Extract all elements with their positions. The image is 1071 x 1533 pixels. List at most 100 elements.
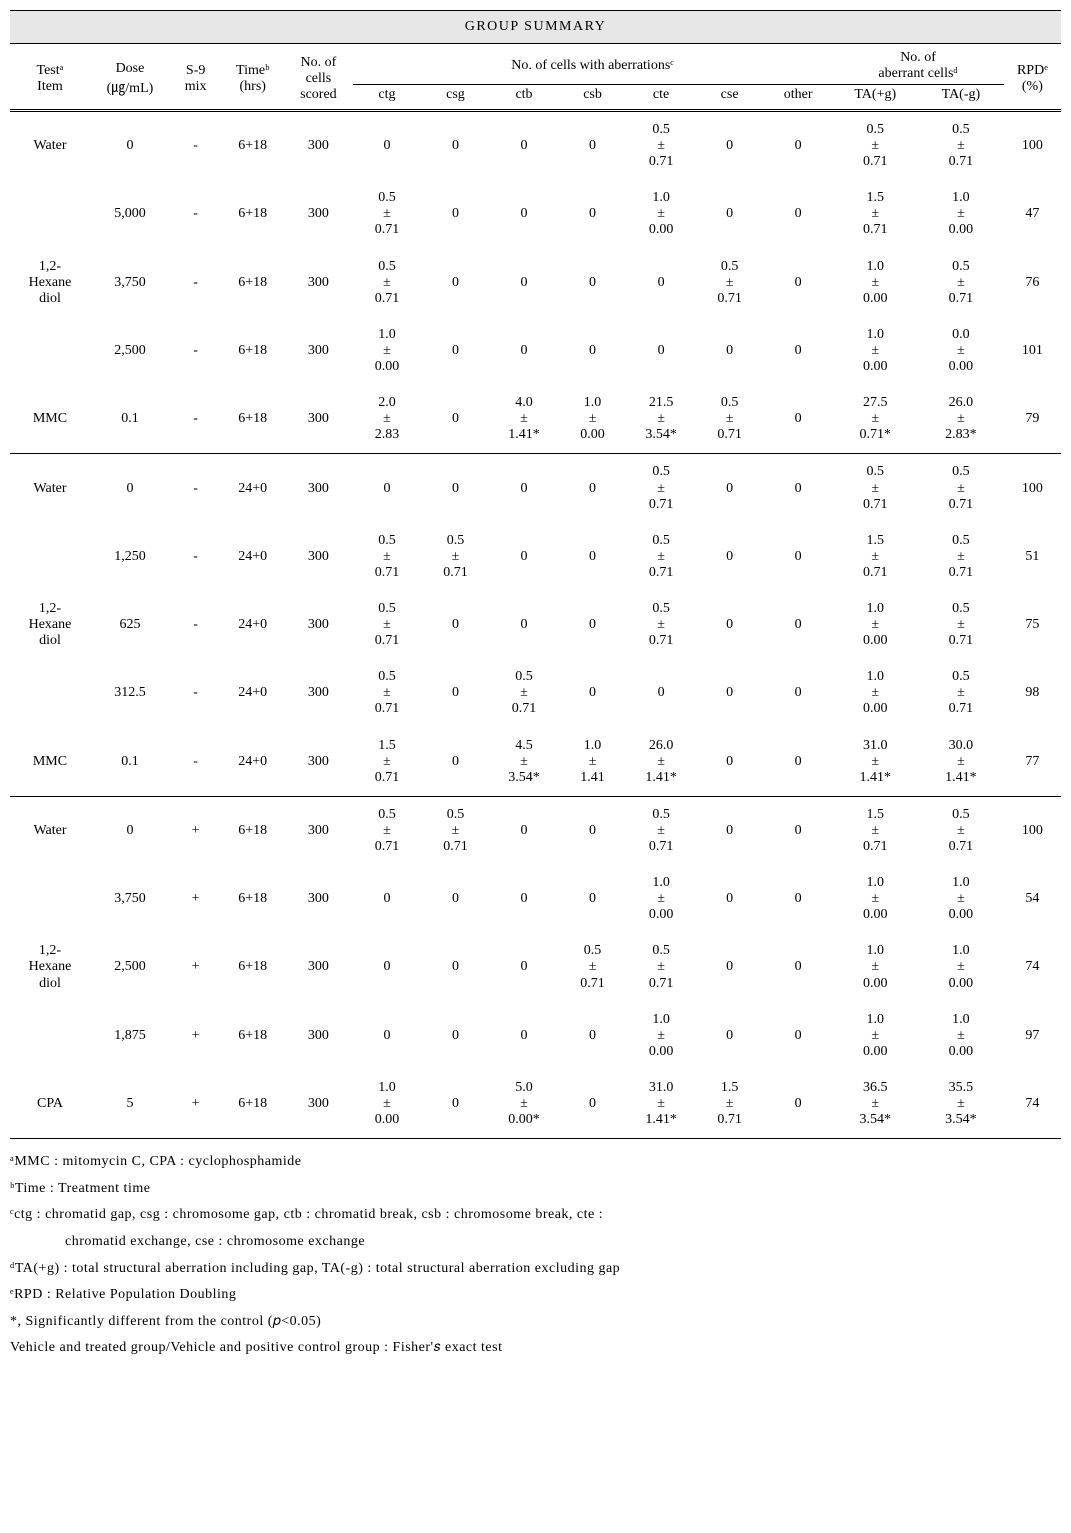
cell-s9: - — [170, 728, 221, 797]
cell-cte: 1.0 ± 0.00 — [627, 1002, 696, 1070]
cell-scored: 300 — [284, 317, 353, 385]
cell-scored: 300 — [284, 454, 353, 523]
cell-csg: 0 — [421, 659, 490, 727]
col-time: Timeᵇ (hrs) — [221, 44, 284, 111]
cell-s9: - — [170, 111, 221, 181]
cell-s9: - — [170, 659, 221, 727]
cell-csb: 0 — [558, 796, 627, 865]
cell-tang: 30.0 ± 1.41* — [918, 728, 1004, 797]
cell-ctg: 0 — [353, 933, 422, 1001]
col-ta-ng: TA(-g) — [918, 85, 1004, 111]
cell-csb: 0 — [558, 317, 627, 385]
cell-item — [10, 865, 90, 933]
cell-other: 0 — [764, 1002, 833, 1070]
cell-tag: 1.0 ± 0.00 — [832, 591, 918, 659]
cell-dose: 0.1 — [90, 385, 170, 454]
cell-scored: 300 — [284, 111, 353, 181]
table-row: 5,000-6+183000.5 ± 0.710001.0 ± 0.00001.… — [10, 180, 1061, 248]
table-header: Testᵃ Item Dose (㎍/mL) S-9 mix Timeᵇ (hr… — [10, 44, 1061, 111]
cell-csg: 0.5 ± 0.71 — [421, 523, 490, 591]
cell-ctb: 0 — [490, 933, 559, 1001]
col-aberrations-group: No. of cells with aberrationsᶜ — [353, 44, 833, 85]
cell-cte: 0.5 ± 0.71 — [627, 111, 696, 181]
table-section: Water0-6+1830000000.5 ± 0.71000.5 ± 0.71… — [10, 111, 1061, 454]
cell-tang: 0.5 ± 0.71 — [918, 111, 1004, 181]
cell-ctg: 0.5 ± 0.71 — [353, 659, 422, 727]
cell-time: 24+0 — [221, 659, 284, 727]
cell-csg: 0 — [421, 249, 490, 317]
cell-rpd: 76 — [1004, 249, 1061, 317]
footnote-c-line2: chromatid exchange, cse : chromosome exc… — [65, 1229, 1061, 1256]
cell-scored: 300 — [284, 591, 353, 659]
cell-tag: 1.0 ± 0.00 — [832, 317, 918, 385]
cell-ctg: 1.0 ± 0.00 — [353, 317, 422, 385]
cell-csb: 1.0 ± 1.41 — [558, 728, 627, 797]
cell-s9: - — [170, 317, 221, 385]
cell-other: 0 — [764, 317, 833, 385]
cell-time: 24+0 — [221, 454, 284, 523]
cell-s9: + — [170, 933, 221, 1001]
cell-rpd: 79 — [1004, 385, 1061, 454]
cell-other: 0 — [764, 454, 833, 523]
cell-time: 6+18 — [221, 111, 284, 181]
table-row: 1,2- Hexane diol3,750-6+183000.5 ± 0.710… — [10, 249, 1061, 317]
cell-ctb: 0.5 ± 0.71 — [490, 659, 559, 727]
cell-cse: 0.5 ± 0.71 — [695, 385, 764, 454]
cell-other: 0 — [764, 933, 833, 1001]
cell-cse: 0 — [695, 317, 764, 385]
cell-time: 24+0 — [221, 591, 284, 659]
cell-cse: 0 — [695, 1002, 764, 1070]
cell-dose: 625 — [90, 591, 170, 659]
cell-csb: 0 — [558, 111, 627, 181]
cell-time: 6+18 — [221, 865, 284, 933]
table-section: Water0-24+030000000.5 ± 0.71000.5 ± 0.71… — [10, 454, 1061, 796]
cell-cse: 0 — [695, 523, 764, 591]
cell-scored: 300 — [284, 659, 353, 727]
cell-item: 1,2- Hexane diol — [10, 591, 90, 659]
cell-ctg: 0 — [353, 111, 422, 181]
cell-ctg: 0.5 ± 0.71 — [353, 591, 422, 659]
col-aberrant-cells-group: No. of aberrant cellsᵈ — [832, 44, 1003, 85]
cell-tang: 1.0 ± 0.00 — [918, 933, 1004, 1001]
cell-s9: - — [170, 180, 221, 248]
cell-tag: 1.0 ± 0.00 — [832, 1002, 918, 1070]
cell-ctb: 0 — [490, 865, 559, 933]
cell-scored: 300 — [284, 796, 353, 865]
cell-ctb: 0 — [490, 317, 559, 385]
cell-csg: 0 — [421, 317, 490, 385]
cell-csg: 0 — [421, 180, 490, 248]
cell-csb: 0 — [558, 249, 627, 317]
cell-rpd: 77 — [1004, 728, 1061, 797]
col-ctg: ctg — [353, 85, 422, 111]
col-csg: csg — [421, 85, 490, 111]
table-row: Water0+6+183000.5 ± 0.710.5 ± 0.71000.5 … — [10, 796, 1061, 865]
cell-ctb: 0 — [490, 796, 559, 865]
col-other: other — [764, 85, 833, 111]
cell-rpd: 97 — [1004, 1002, 1061, 1070]
cell-cse: 0 — [695, 111, 764, 181]
cell-ctg: 0 — [353, 1002, 422, 1070]
table-row: 3,750+6+1830000001.0 ± 0.00001.0 ± 0.001… — [10, 865, 1061, 933]
cell-item — [10, 523, 90, 591]
cell-tag: 1.0 ± 0.00 — [832, 933, 918, 1001]
cell-tag: 0.5 ± 0.71 — [832, 454, 918, 523]
cell-other: 0 — [764, 591, 833, 659]
cell-csb: 0.5 ± 0.71 — [558, 933, 627, 1001]
cell-tang: 0.5 ± 0.71 — [918, 591, 1004, 659]
cell-item: MMC — [10, 728, 90, 797]
table-row: 1,2- Hexane diol2,500+6+183000000.5 ± 0.… — [10, 933, 1061, 1001]
col-rpd: RPDᵉ (%) — [1004, 44, 1061, 111]
cell-other: 0 — [764, 523, 833, 591]
cell-cse: 0 — [695, 454, 764, 523]
cell-tag: 31.0 ± 1.41* — [832, 728, 918, 797]
footnotes: ᵃMMC : mitomycin C, CPA : cyclophosphami… — [10, 1149, 1061, 1362]
cell-item: 1,2- Hexane diol — [10, 933, 90, 1001]
cell-ctg: 0 — [353, 865, 422, 933]
cell-cte: 0 — [627, 659, 696, 727]
cell-cse: 0 — [695, 728, 764, 797]
cell-ctg: 2.0 ± 2.83 — [353, 385, 422, 454]
cell-time: 6+18 — [221, 933, 284, 1001]
cell-tag: 1.0 ± 0.00 — [832, 865, 918, 933]
cell-cse: 0.5 ± 0.71 — [695, 249, 764, 317]
cell-cte: 0.5 ± 0.71 — [627, 933, 696, 1001]
